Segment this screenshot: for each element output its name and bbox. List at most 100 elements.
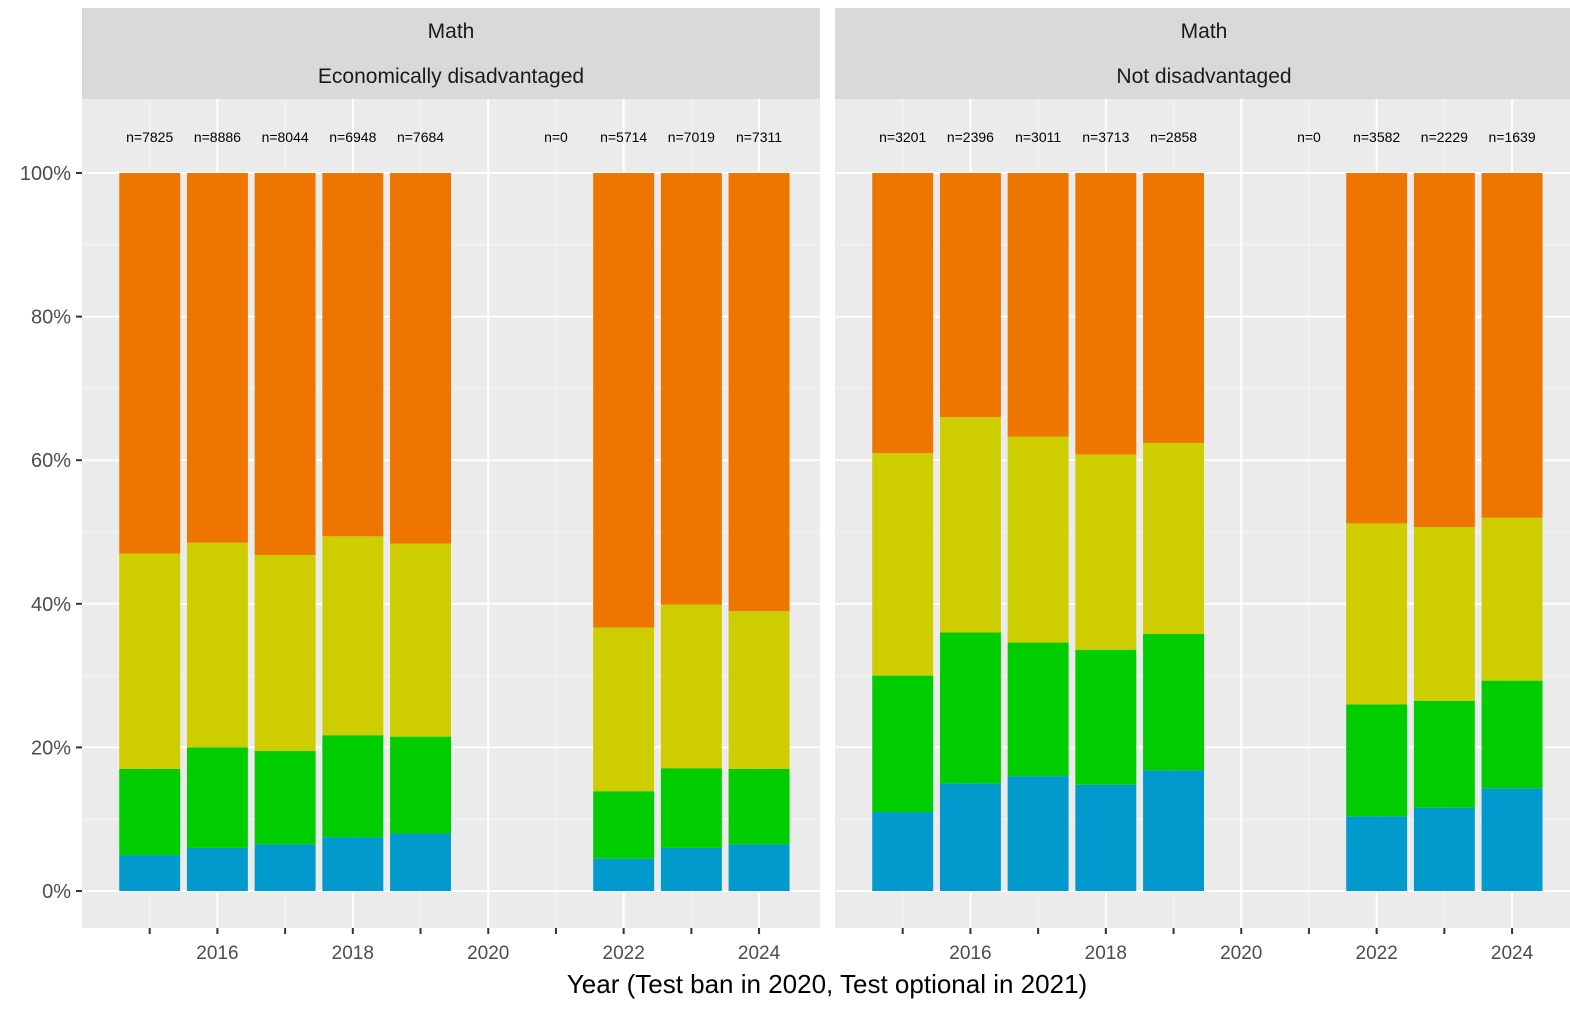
bar-segment: [390, 543, 451, 737]
bar-segment: [119, 553, 181, 769]
bar-segment: [728, 173, 790, 611]
bar-count-label: n=2229: [1421, 129, 1468, 145]
bar-count-label: n=1639: [1489, 129, 1536, 145]
bar-segment: [254, 750, 316, 845]
bar-segment: [1413, 807, 1475, 891]
bar-segment: [1143, 442, 1204, 634]
bar-segment: [872, 173, 934, 454]
bar-segment: [1007, 436, 1069, 643]
bar-segment: [254, 554, 316, 751]
bar-segment: [1075, 784, 1137, 891]
facet-strip: [82, 8, 820, 99]
bar-segment: [1413, 700, 1475, 808]
x-tick-label: 2018: [1085, 943, 1127, 964]
bar-segment: [186, 847, 248, 891]
x-tick-label: 2020: [467, 943, 509, 964]
bar-segment: [322, 173, 384, 537]
bar-segment: [660, 768, 722, 848]
bar-segment: [1346, 816, 1408, 891]
bar-segment: [119, 855, 181, 891]
bar-segment: [1346, 704, 1408, 817]
bar-count-label: n=3201: [879, 129, 926, 145]
bar-segment: [1007, 173, 1069, 437]
bar-segment: [593, 627, 655, 792]
bar-segment: [1346, 523, 1408, 705]
bar-segment: [593, 858, 655, 891]
x-tick-label: 2024: [738, 943, 781, 964]
facet-strip: [835, 8, 1570, 99]
bar-segment: [728, 844, 790, 891]
x-tick-label: 2020: [1220, 943, 1262, 964]
bar-segment: [660, 604, 722, 769]
x-tick-label: 2024: [1491, 943, 1534, 964]
bar-segment: [1481, 680, 1543, 789]
x-tick-label: 2016: [949, 943, 991, 964]
bar-count-label: n=7825: [126, 129, 173, 145]
bar-segment: [119, 173, 181, 554]
x-tick-label: 2022: [603, 943, 645, 964]
y-tick-label: 40%: [31, 594, 71, 616]
bar-segment: [254, 844, 316, 891]
bar-segment: [186, 747, 248, 848]
bar-segment: [1481, 788, 1543, 891]
facet-strip-title: Math: [428, 20, 475, 43]
bar-segment: [1481, 517, 1543, 681]
bar-count-label: n=3713: [1082, 129, 1129, 145]
bar-count-label: n=7684: [397, 129, 444, 145]
bar-count-label: n=7019: [668, 129, 715, 145]
bar-segment: [872, 675, 934, 813]
bar-count-label: n=5714: [600, 129, 647, 145]
bar-segment: [390, 736, 451, 834]
x-tick-label: 2016: [196, 943, 238, 964]
bar-count-label: n=8044: [262, 129, 309, 145]
bar-count-label: n=2396: [947, 129, 994, 145]
bar-segment: [1143, 633, 1204, 771]
bar-segment: [593, 791, 655, 859]
y-tick-label: 60%: [31, 450, 71, 472]
bar-segment: [390, 173, 451, 544]
facet-strip-subtitle: Economically disadvantaged: [318, 65, 584, 88]
y-tick-label: 0%: [42, 881, 71, 903]
bar-segment: [939, 632, 1001, 784]
bar-segment: [186, 173, 248, 543]
x-axis-title: Year (Test ban in 2020, Test optional in…: [567, 969, 1087, 999]
bar-segment: [1413, 173, 1475, 527]
bar-count-label: n=2858: [1150, 129, 1197, 145]
bar-segment: [1075, 173, 1137, 455]
bar-segment: [939, 417, 1001, 633]
facet-strip-subtitle: Not disadvantaged: [1116, 65, 1291, 88]
y-tick-label: 80%: [31, 307, 71, 329]
bar-count-label: n=7311: [736, 129, 782, 145]
bar-segment: [119, 768, 181, 856]
bar-segment: [322, 536, 384, 736]
x-tick-label: 2018: [332, 943, 374, 964]
bar-segment: [728, 610, 790, 769]
bar-segment: [660, 847, 722, 891]
bar-segment: [1007, 642, 1069, 777]
bar-segment: [872, 453, 934, 676]
bar-count-label: n=8886: [194, 129, 241, 145]
bar-segment: [872, 812, 934, 891]
bar-count-label: n=0: [544, 129, 568, 145]
facet-strip-title: Math: [1181, 20, 1228, 43]
bar-count-label: n=6948: [329, 129, 376, 145]
bar-segment: [322, 735, 384, 838]
x-tick-label: 2022: [1356, 943, 1398, 964]
y-tick-label: 100%: [20, 163, 71, 185]
bar-segment: [1007, 776, 1069, 891]
bar-segment: [1143, 770, 1204, 891]
bar-segment: [660, 173, 722, 605]
bar-segment: [1413, 526, 1475, 701]
bar-segment: [728, 768, 790, 845]
bar-segment: [1143, 173, 1204, 443]
bar-segment: [186, 542, 248, 748]
bar-segment: [322, 837, 384, 891]
bar-count-label: n=0: [1297, 129, 1321, 145]
bar-segment: [939, 173, 1001, 418]
bar-segment: [939, 783, 1001, 891]
bar-segment: [1481, 173, 1543, 518]
bar-segment: [1346, 173, 1408, 524]
bar-segment: [1075, 649, 1137, 785]
